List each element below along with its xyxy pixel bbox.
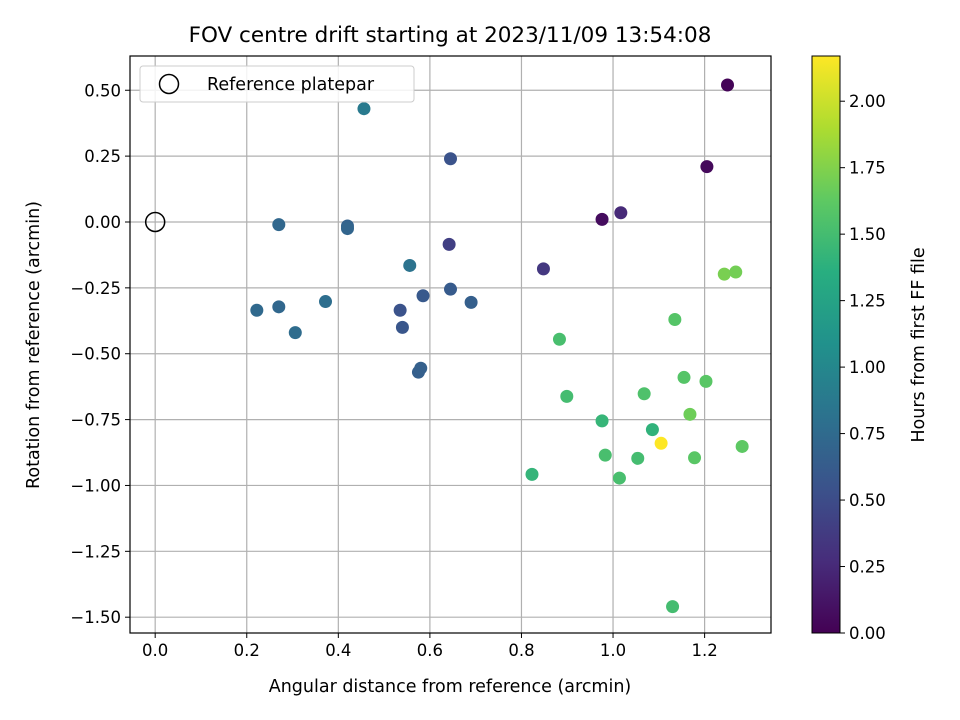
y-axis-label: Rotation from reference (arcmin) [24,201,44,489]
y-tick-label: 0.50 [84,81,121,100]
x-tick-label: 0.2 [234,641,260,660]
data-point [250,303,264,317]
data-point [668,312,682,326]
data-point [614,206,628,220]
reference-marker [144,211,166,233]
colorbar-tick-label: 2.00 [849,92,886,111]
legend: Reference platepar [139,65,415,103]
data-point [288,326,302,340]
data-point [395,320,409,334]
data-point [464,295,478,309]
reference-platepar-point [144,211,166,233]
colorbar-tick-label: 1.75 [849,159,886,178]
data-point [677,370,691,384]
data-point [688,451,702,465]
data-point [272,218,286,232]
y-tick-label: −0.50 [70,345,121,364]
data-point [416,289,430,303]
colorbar [811,55,841,634]
colorbar-tick-label: 0.75 [849,425,886,444]
data-point [612,471,626,485]
data-point [645,423,659,437]
data-point [340,222,354,236]
colorbar-tick-label: 1.50 [849,225,886,244]
data-point [393,303,407,317]
x-axis-label: Angular distance from reference (arcmin) [269,677,632,697]
data-point [403,258,417,272]
data-point [598,448,612,462]
data-point [272,300,286,314]
data-point [700,160,714,174]
data-point [735,439,749,453]
colorbar-tick-label: 0.25 [849,558,886,577]
data-point [721,78,735,92]
colorbar-tick-label: 0.50 [849,491,886,510]
x-tick-label: 0.8 [508,641,534,660]
x-tick-label: 1.2 [691,641,717,660]
x-axis-ticks: 0.0 0.2 0.4 0.6 0.8 1.0 1.2 [142,633,718,660]
y-tick-label: −1.00 [70,476,121,495]
chart-title: FOV centre drift starting at 2023/11/09 … [189,23,712,48]
colorbar-tick-label: 1.00 [849,358,886,377]
data-point [444,152,457,166]
x-tick-label: 1.0 [600,641,626,660]
data-point [536,262,550,276]
data-point [729,265,743,279]
y-tick-label: −1.50 [70,608,121,627]
y-tick-label: −0.75 [70,411,121,430]
y-tick-label: 0.00 [84,213,121,232]
colorbar-ticks: 0.00 0.25 0.50 0.75 1.00 1.25 1.50 1.75 2.00 [840,92,886,643]
x-tick-label: 0.4 [325,641,351,660]
data-points [250,78,749,614]
data-point [595,414,609,428]
data-point [552,332,566,346]
data-point [631,451,645,465]
data-point [717,267,731,281]
data-point [357,102,371,116]
data-point [595,212,609,226]
colorbar-tick-label: 0.00 [849,624,886,643]
x-tick-label: 0.6 [417,641,443,660]
legend-label: Reference platepar [207,75,375,95]
data-point [637,387,651,401]
data-point [560,389,574,403]
data-point [442,237,456,251]
colorbar-label: Hours from first FF file [909,247,929,442]
legend-box [139,65,415,103]
data-point [319,295,333,309]
legend-open-circle-marker [158,73,180,95]
y-tick-label: −1.25 [70,542,121,561]
data-point [654,436,668,450]
data-point [525,467,539,481]
data-point [414,361,428,375]
y-tick-label: −0.25 [70,279,121,298]
data-point [666,600,680,614]
data-point [683,407,697,421]
y-tick-label: 0.25 [84,147,121,166]
plot-frame [129,55,772,634]
grid [130,56,771,633]
x-tick-label: 0.0 [142,641,168,660]
y-axis-ticks: 0.50 0.25 0.00 −0.25 −0.50 −0.75 −1.00 −1.25 −1.… [70,81,130,627]
data-point [699,374,713,388]
data-point [444,282,457,296]
colorbar-tick-label: 1.25 [849,292,886,311]
